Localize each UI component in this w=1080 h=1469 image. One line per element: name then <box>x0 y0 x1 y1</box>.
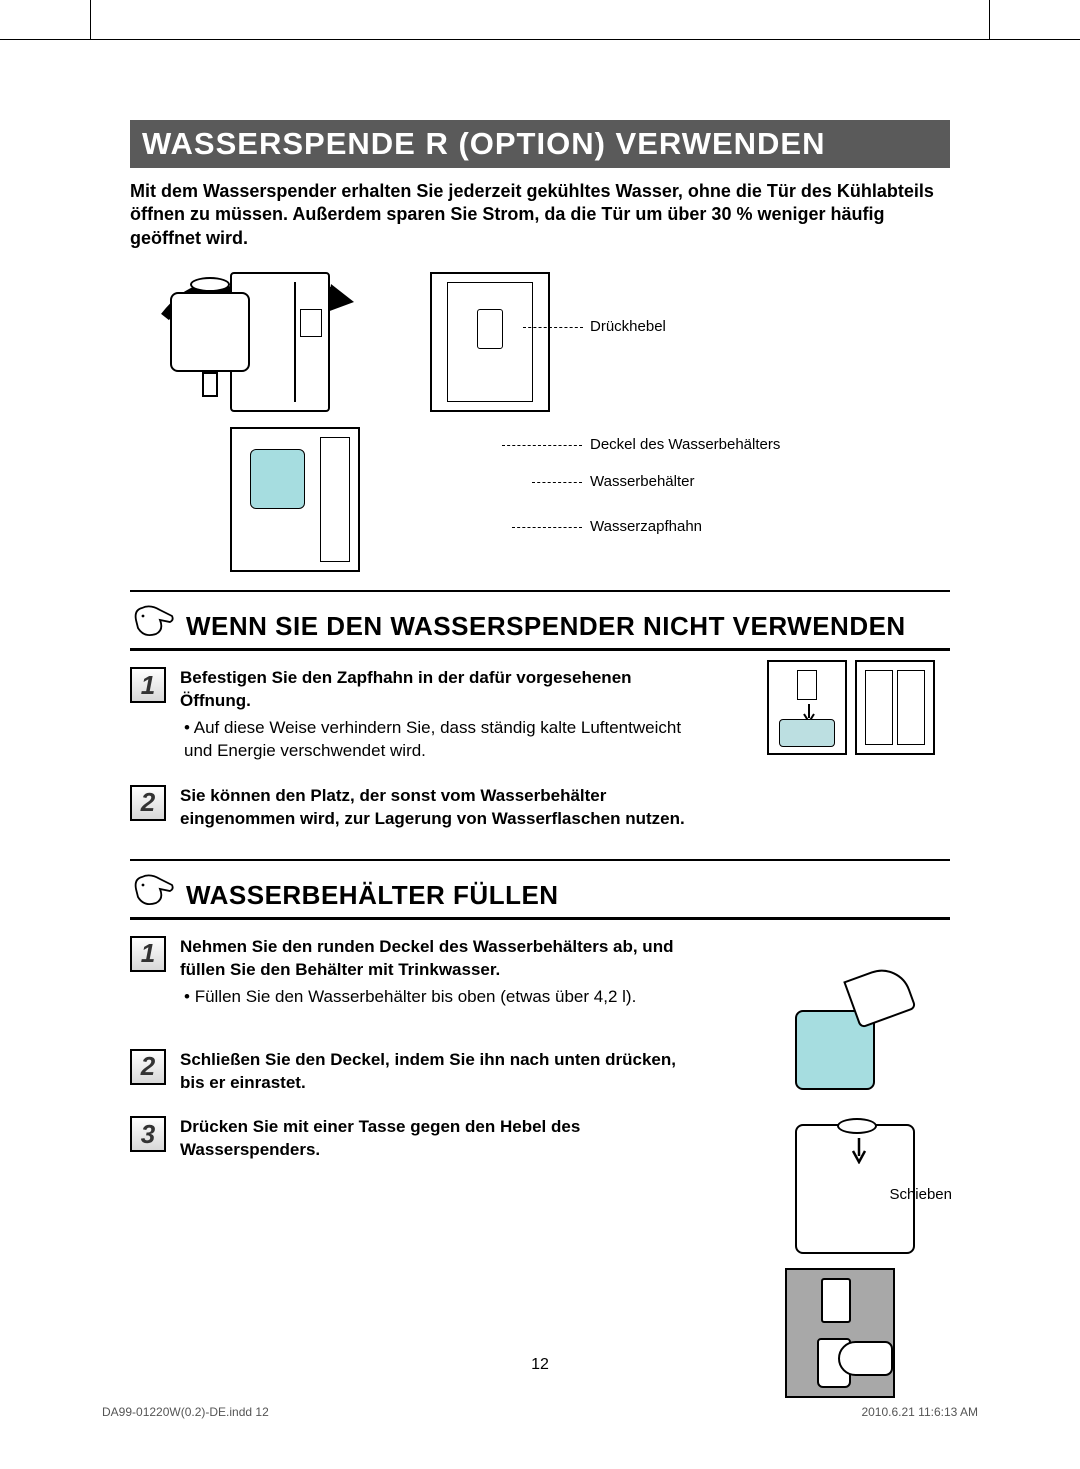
section2-title: WASSERBEHÄLTER FÜLLEN <box>186 880 950 911</box>
illus-press-lever <box>785 1268 895 1398</box>
label-container: Wasserbehälter <box>590 473 695 490</box>
label-lid: Deckel des Wasserbehälters <box>590 436 780 453</box>
step-bold-text: Sie können den Platz, der sonst vom Wass… <box>180 786 685 828</box>
main-heading-banner: WASSERSPENDE R (OPTION) VERWENDEN <box>130 120 950 168</box>
label-push: Schieben <box>889 1186 952 1203</box>
section1-illustrations <box>767 660 935 755</box>
step-number-badge: 1 <box>130 936 166 972</box>
diagram-water-dispenser: Drückhebel Deckel des Wasserbehälters Wa… <box>160 272 920 572</box>
step-number-badge: 3 <box>130 1116 166 1152</box>
illus-fill-water <box>775 970 915 1110</box>
step-bold-text: Drücken Sie mit einer Tasse gegen den He… <box>180 1117 580 1159</box>
intro-paragraph: Mit dem Wasserspender erhalten Sie jeder… <box>130 180 950 250</box>
step-bold-text: Nehmen Sie den runden Deckel des Wasserb… <box>180 937 673 979</box>
section2-illustrations <box>775 970 935 1398</box>
footer-timestamp: 2010.6.21 11:6:13 AM <box>861 1405 978 1419</box>
step-bold-text: Befestigen Sie den Zapfhahn in der dafür… <box>180 668 632 710</box>
label-lever: Drückhebel <box>590 318 666 335</box>
footer-doc-id: DA99-01220W(0.2)-DE.indd 12 <box>102 1405 269 1419</box>
step-number-badge: 2 <box>130 785 166 821</box>
step-bold-text: Schließen Sie den Deckel, indem Sie ihn … <box>180 1050 676 1092</box>
section-heading-row: WENN SIE DEN WASSERSPENDER NICHT VERWEND… <box>130 590 950 651</box>
illus-door-bottles <box>855 660 935 755</box>
section1-title: WENN SIE DEN WASSERSPENDER NICHT VERWEND… <box>186 611 950 642</box>
section-heading-row: WASSERBEHÄLTER FÜLLEN <box>130 859 950 920</box>
step-bullet-text: • Auf diese Weise verhindern Sie, dass s… <box>184 717 700 763</box>
step-item: 2 Sie können den Platz, der sonst vom Wa… <box>130 785 950 831</box>
page-number: 12 <box>90 1356 990 1374</box>
illus-tap-insert <box>767 660 847 755</box>
page-content: WASSERSPENDE R (OPTION) VERWENDEN Mit de… <box>90 40 990 1429</box>
step-number-badge: 2 <box>130 1049 166 1085</box>
step-number-badge: 1 <box>130 667 166 703</box>
pointing-hand-icon <box>130 596 176 642</box>
illus-dispenser-panel <box>430 272 550 412</box>
pointing-hand-icon <box>130 865 176 911</box>
label-tap: Wasserzapfhahn <box>590 518 702 535</box>
step-bullet-text: • Füllen Sie den Wasserbehälter bis oben… <box>184 986 700 1009</box>
illus-door-open <box>230 427 360 572</box>
